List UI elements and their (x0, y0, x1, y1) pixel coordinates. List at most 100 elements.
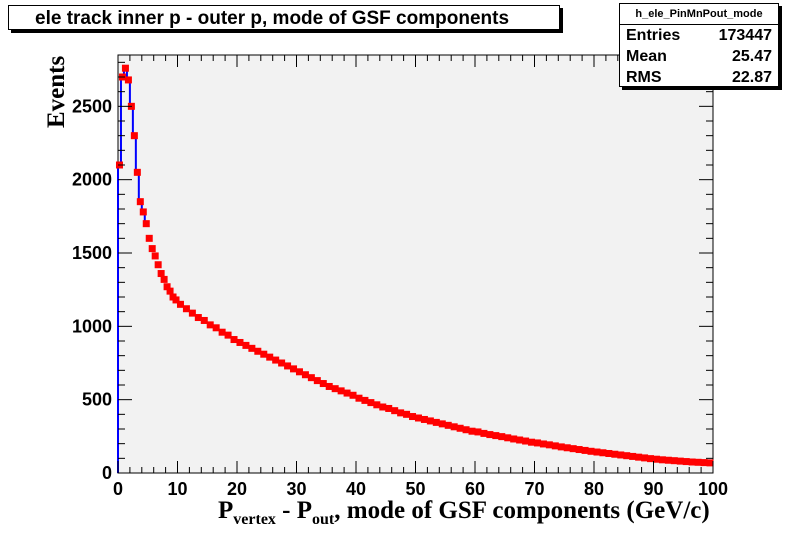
data-point (254, 347, 262, 355)
data-point (498, 433, 506, 441)
data-point (611, 450, 619, 458)
data-point (510, 435, 518, 443)
x-tick-label: 100 (698, 479, 728, 499)
data-point (551, 442, 559, 450)
data-point (295, 368, 303, 376)
data-point (188, 309, 196, 317)
stats-label: Mean (626, 48, 667, 65)
stats-value: 22.87 (731, 69, 772, 86)
data-point (248, 344, 256, 352)
data-point (166, 287, 174, 295)
data-point (136, 198, 144, 206)
data-point (641, 454, 649, 462)
data-point (230, 336, 238, 344)
y-axis-ticks: 0 500 1000 1500 2000 2500 (72, 61, 713, 483)
data-point (163, 283, 171, 291)
data-point (414, 414, 422, 422)
x-tick-label: 0 (113, 479, 123, 499)
data-point (154, 261, 162, 269)
data-point (444, 421, 452, 429)
data-point (694, 458, 702, 466)
data-point (367, 399, 375, 407)
data-point (266, 353, 274, 361)
data-point (278, 359, 286, 367)
data-point (504, 434, 512, 442)
data-point (331, 385, 339, 393)
data-point (450, 423, 458, 431)
x-tick-label: 60 (465, 479, 485, 499)
stats-row-mean: Mean 25.47 (620, 46, 778, 67)
data-point (206, 321, 214, 329)
data-point (148, 245, 156, 253)
x-label-sub-out: out (312, 511, 335, 528)
data-point (652, 455, 660, 463)
data-point (200, 316, 208, 324)
data-point (176, 300, 184, 308)
data-point (420, 415, 428, 423)
y-tick-label: 0 (102, 463, 112, 483)
data-point (313, 377, 321, 385)
data-point (599, 449, 607, 457)
data-point (438, 420, 446, 428)
data-point (575, 446, 583, 454)
data-point (124, 76, 132, 84)
data-point (142, 220, 150, 228)
data-point (242, 341, 250, 349)
data-point (545, 441, 553, 449)
x-tick-label: 40 (346, 479, 366, 499)
x-tick-label: 20 (227, 479, 247, 499)
data-point (157, 270, 165, 278)
stats-box: h_ele_PinMnPout_mode Entries 173447 Mean… (619, 3, 779, 87)
stats-histogram-name: h_ele_PinMnPout_mode (620, 4, 778, 25)
data-point (635, 453, 643, 461)
data-point (581, 446, 589, 454)
data-point (516, 436, 524, 444)
y-tick-label: 2000 (72, 170, 112, 190)
data-point (290, 365, 298, 373)
stats-label: RMS (626, 69, 662, 86)
data-point (492, 432, 500, 440)
y-axis-label: Events (43, 55, 70, 128)
data-point (325, 382, 333, 390)
data-point (557, 443, 565, 451)
data-point (349, 391, 357, 399)
data-point (284, 362, 292, 370)
data-point (593, 448, 601, 456)
data-point (629, 452, 637, 460)
data-point (563, 444, 571, 452)
data-point (385, 404, 393, 412)
data-point (688, 458, 696, 466)
data-point (480, 429, 488, 437)
data-point (151, 252, 159, 260)
data-point (456, 424, 464, 432)
x-tick-label: 10 (167, 479, 187, 499)
data-point (569, 445, 577, 453)
data-point (528, 438, 536, 446)
data-point (391, 407, 399, 415)
data-point (272, 356, 280, 364)
data-point (647, 455, 655, 463)
data-point (587, 447, 595, 455)
x-label-mid: - P (275, 497, 313, 524)
data-point (373, 401, 381, 409)
data-point (700, 459, 708, 467)
stats-value: 25.47 (731, 48, 772, 65)
data-point (468, 427, 476, 435)
x-tick-label: 90 (643, 479, 663, 499)
data-point (403, 410, 411, 418)
data-point (343, 389, 351, 397)
x-label-rest: , mode of GSF components (GeV/c) (334, 497, 710, 524)
data-point (397, 409, 405, 417)
stats-label: Entries (626, 27, 681, 44)
y-tick-label: 1000 (72, 316, 112, 336)
data-point (307, 374, 315, 382)
stats-row-entries: Entries 173447 (620, 25, 778, 46)
data-point (355, 394, 363, 402)
data-point (617, 451, 625, 459)
data-point (212, 324, 220, 332)
data-point (670, 457, 678, 465)
data-markers (115, 64, 714, 467)
chart-title: ele track inner p - outer p, mode of GSF… (8, 5, 560, 30)
data-point (236, 338, 244, 346)
data-point (539, 440, 547, 448)
